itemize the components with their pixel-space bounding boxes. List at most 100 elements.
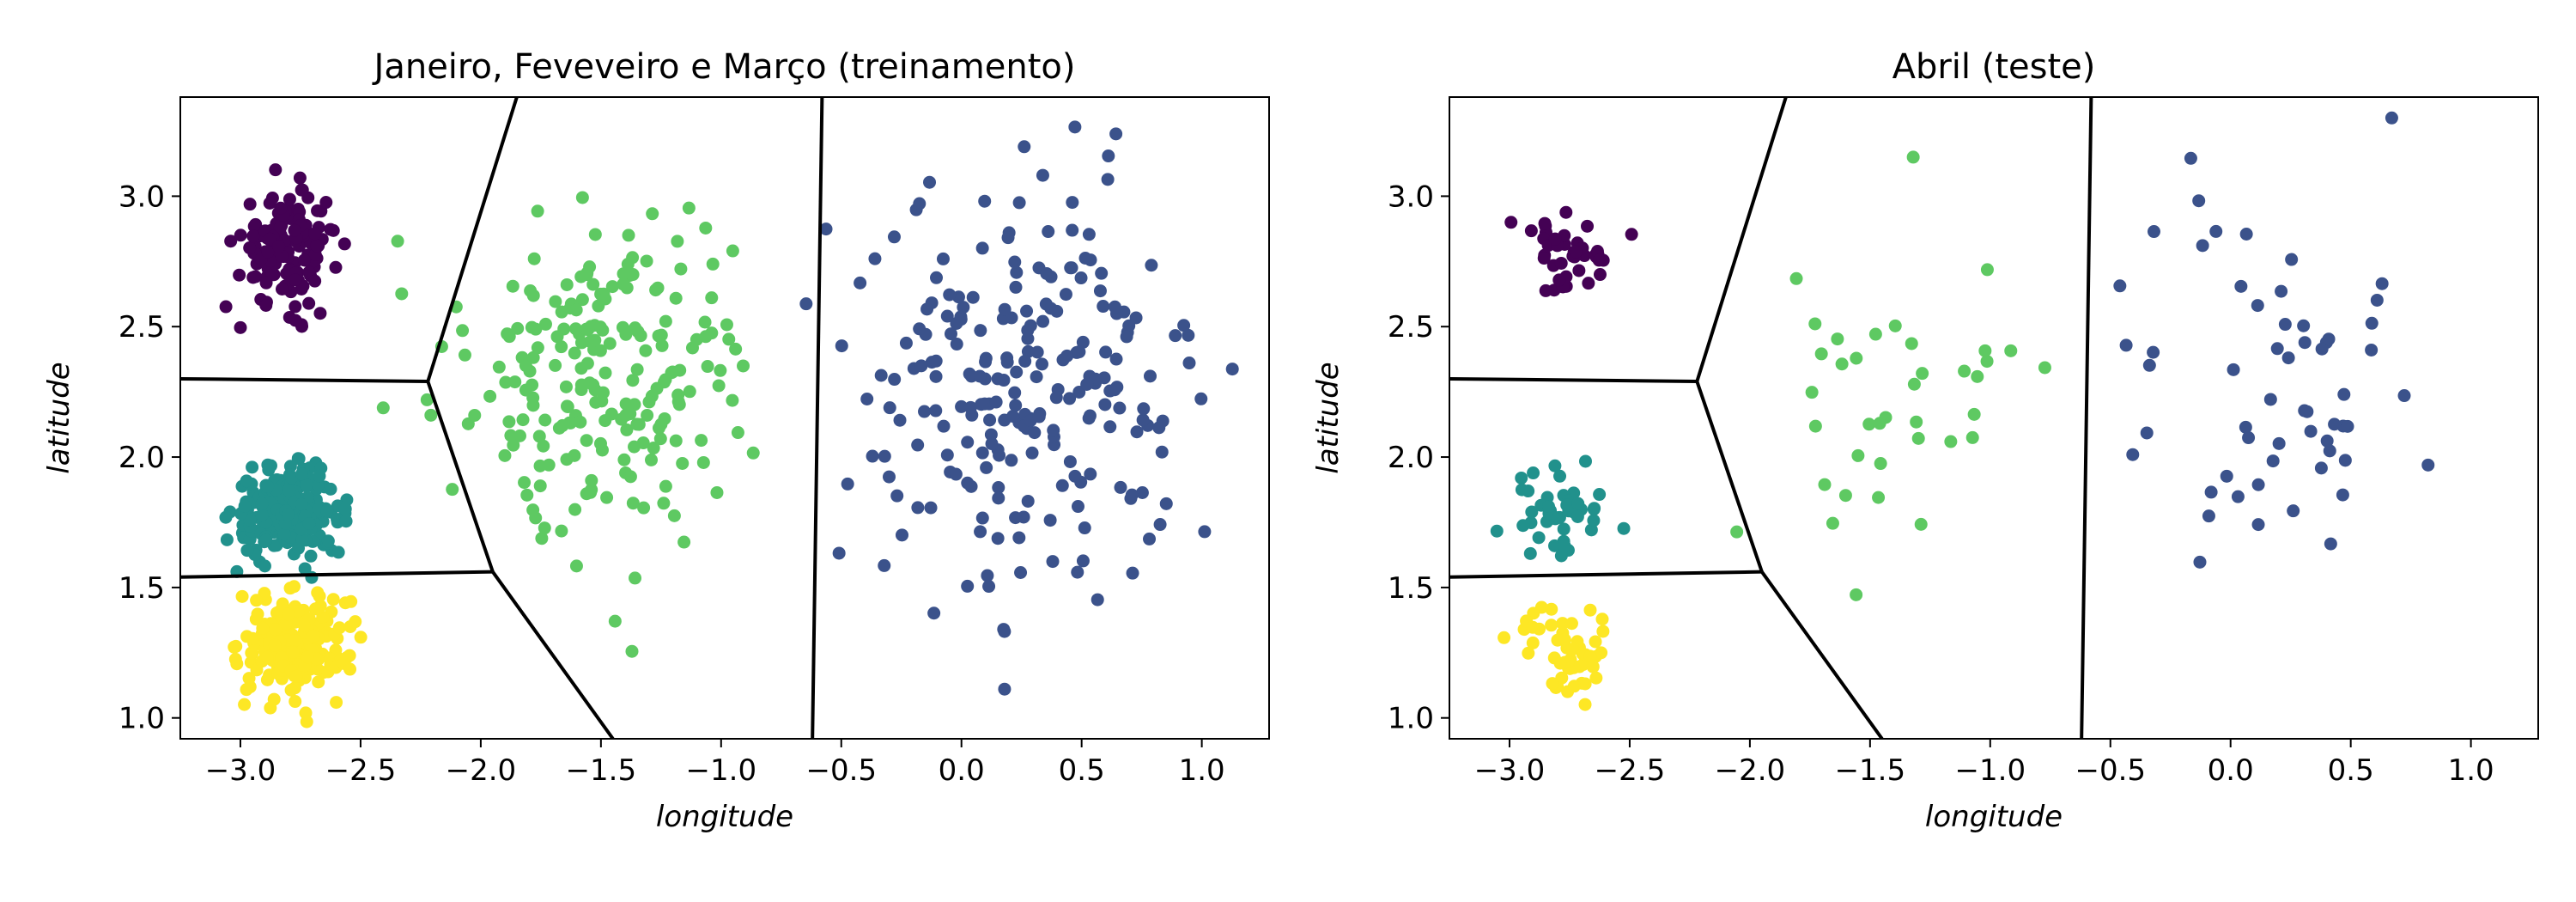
x-tick-label: −0.5 (2075, 753, 2146, 788)
data-point-cluster-1 (238, 499, 252, 513)
data-point-cluster-3 (593, 320, 607, 334)
data-point-cluster-0 (1572, 264, 1586, 277)
data-point-cluster-1 (320, 504, 334, 518)
data-point-cluster-0 (1581, 219, 1595, 233)
data-point-cluster-2 (1567, 680, 1581, 693)
data-point-cluster-4 (1044, 302, 1058, 315)
data-point-cluster-3 (1835, 357, 1849, 371)
data-point-cluster-0 (1593, 268, 1607, 282)
data-point-cluster-4 (1145, 259, 1158, 272)
data-point-cluster-3 (1910, 415, 1923, 429)
data-point-cluster-3 (588, 333, 602, 347)
data-point-cluster-0 (319, 196, 333, 210)
data-point-cluster-1 (282, 484, 295, 497)
data-point-cluster-4 (2147, 345, 2160, 359)
data-point-cluster-0 (1538, 216, 1552, 230)
data-point-cluster-3 (1838, 489, 1852, 503)
data-point-cluster-1 (1516, 519, 1530, 533)
data-point-cluster-3 (1980, 355, 1994, 369)
data-point-cluster-1 (1593, 488, 1607, 502)
data-point-cluster-4 (1091, 593, 1104, 606)
data-point-cluster-4 (2242, 431, 2256, 445)
data-point-cluster-0 (263, 196, 276, 210)
data-point-cluster-3 (625, 644, 639, 658)
data-point-cluster-4 (2278, 318, 2292, 332)
data-point-cluster-2 (242, 672, 256, 686)
data-point-cluster-4 (1036, 314, 1050, 328)
data-point-cluster-3 (706, 257, 720, 271)
data-point-cluster-3 (659, 373, 672, 387)
data-point-cluster-2 (1545, 619, 1558, 632)
data-point-cluster-2 (1546, 677, 1559, 691)
data-point-cluster-4 (1084, 467, 1097, 481)
data-point-cluster-1 (1548, 539, 1562, 552)
data-point-cluster-4 (998, 682, 1012, 696)
data-point-cluster-4 (973, 369, 987, 383)
data-point-cluster-1 (1558, 539, 1571, 552)
data-point-cluster-2 (260, 650, 274, 664)
x-tick-label: −2.0 (446, 753, 517, 788)
data-point-cluster-4 (1018, 354, 1032, 368)
y-axis-label: latitude (42, 362, 76, 473)
data-point-cluster-3 (376, 401, 390, 415)
data-point-cluster-3 (617, 267, 630, 281)
data-point-cluster-4 (975, 241, 989, 255)
data-point-cluster-4 (1030, 345, 1044, 359)
data-point-cluster-3 (658, 411, 671, 425)
data-point-cluster-4 (1120, 330, 1133, 344)
data-point-cluster-4 (997, 374, 1011, 387)
data-point-cluster-2 (289, 669, 303, 683)
data-point-cluster-1 (295, 497, 308, 511)
data-point-cluster-4 (1080, 377, 1094, 391)
data-point-cluster-4 (1122, 319, 1136, 332)
boundary-line (1760, 570, 1884, 739)
data-point-cluster-2 (288, 633, 301, 647)
data-point-cluster-4 (1055, 478, 1069, 492)
data-point-cluster-3 (639, 344, 653, 357)
scatter-points (1490, 111, 2435, 711)
data-point-cluster-2 (251, 607, 264, 621)
data-point-cluster-4 (2297, 319, 2311, 332)
data-point-cluster-3 (1911, 431, 1925, 445)
data-point-cluster-3 (603, 337, 617, 350)
data-point-cluster-4 (2328, 417, 2342, 431)
y-tick-label: 1.0 (1388, 702, 1434, 736)
boundary-line (426, 381, 495, 573)
y-axis-label: latitude (1311, 362, 1346, 473)
data-point-cluster-4 (1125, 488, 1139, 502)
data-point-cluster-3 (729, 342, 743, 356)
data-point-cluster-1 (305, 570, 319, 584)
data-point-cluster-1 (219, 510, 233, 524)
data-point-cluster-4 (940, 309, 954, 323)
data-point-cluster-3 (637, 501, 651, 515)
data-point-cluster-3 (683, 385, 696, 399)
data-point-cluster-2 (282, 607, 295, 621)
data-point-cluster-1 (1571, 497, 1585, 510)
data-point-cluster-3 (456, 324, 470, 338)
data-point-cluster-4 (913, 197, 927, 210)
boundary-line (1449, 570, 1762, 579)
data-point-cluster-3 (671, 235, 684, 248)
data-point-cluster-3 (420, 393, 434, 406)
data-point-cluster-3 (726, 393, 739, 407)
data-point-cluster-4 (1018, 140, 1031, 154)
data-point-cluster-4 (882, 470, 896, 484)
data-point-cluster-4 (835, 339, 848, 353)
data-point-cluster-3 (561, 400, 574, 414)
data-point-cluster-1 (1553, 469, 1567, 483)
data-point-cluster-4 (992, 481, 1005, 495)
data-point-cluster-0 (234, 229, 247, 242)
data-point-cluster-0 (274, 201, 288, 215)
data-point-cluster-4 (1113, 401, 1127, 415)
data-point-cluster-4 (1082, 228, 1096, 241)
data-point-cluster-3 (575, 293, 589, 307)
data-point-cluster-1 (1525, 505, 1539, 519)
data-point-cluster-3 (526, 350, 540, 364)
data-point-cluster-3 (593, 436, 607, 450)
data-point-cluster-4 (2337, 387, 2351, 401)
data-point-cluster-3 (519, 359, 532, 373)
data-point-cluster-2 (309, 602, 323, 616)
data-point-cluster-3 (672, 398, 686, 411)
data-point-cluster-4 (1068, 469, 1082, 483)
